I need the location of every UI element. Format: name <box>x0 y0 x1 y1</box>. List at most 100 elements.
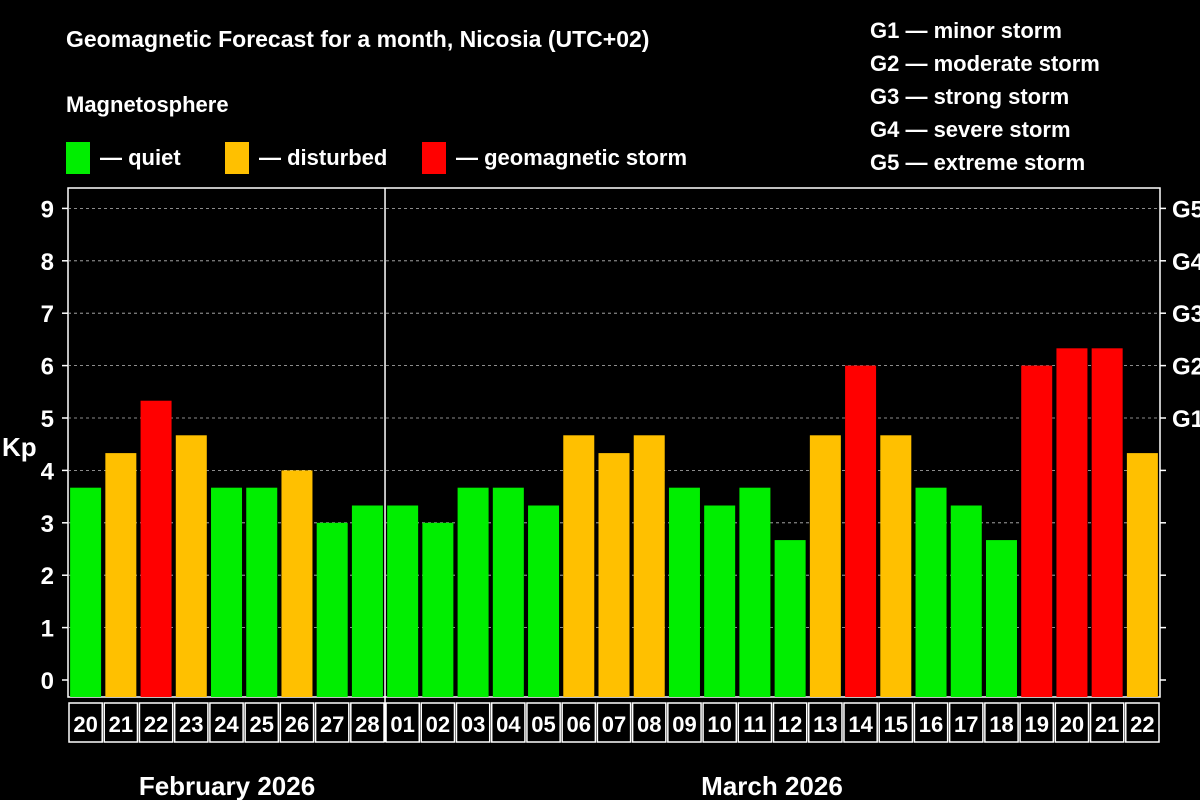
bar-06 <box>563 435 595 697</box>
legend-swatch-quiet <box>66 142 90 174</box>
bar-14 <box>845 365 877 697</box>
bar-16 <box>915 487 947 697</box>
x-tick-label: 14 <box>848 712 873 737</box>
date-box <box>279 702 315 743</box>
x-tick-label: 18 <box>989 712 1013 737</box>
date-box <box>807 702 843 743</box>
date-box <box>455 702 491 743</box>
legend-swatch-storm <box>422 142 446 174</box>
bar-05 <box>528 505 560 697</box>
y-tick-label: 0 <box>41 668 54 695</box>
date-box <box>667 702 702 743</box>
date-box <box>1019 702 1055 743</box>
date-box <box>596 702 632 743</box>
date-box <box>420 702 456 743</box>
x-tick-label: 21 <box>109 712 133 737</box>
bar-15 <box>880 435 912 697</box>
g-scale-g2: G2 — moderate storm <box>870 51 1100 76</box>
bar-10 <box>704 505 736 697</box>
g-scale-g3: G3 — strong storm <box>870 84 1070 109</box>
date-box <box>526 702 561 743</box>
date-box <box>314 702 350 743</box>
bar-11 <box>739 487 771 697</box>
date-box <box>702 702 738 743</box>
date-box <box>385 702 421 743</box>
date-box <box>878 702 914 743</box>
g-scale-legend: G1 — minor storm G2 — moderate storm G3 … <box>870 17 1100 182</box>
bar-20 <box>1056 348 1088 697</box>
g-scale-g4: G4 — severe storm <box>870 117 1071 142</box>
date-box <box>772 702 808 743</box>
y-tick-label: 7 <box>41 301 54 328</box>
x-tick-label: 22 <box>1130 712 1154 737</box>
x-tick-label: 23 <box>179 712 203 737</box>
bar-07 <box>598 453 630 697</box>
legend-label-disturbed: — disturbed <box>259 145 388 170</box>
right-axis-label: G2 <box>1172 354 1200 381</box>
g-scale-g5: G5 — extreme storm <box>870 150 1086 175</box>
legend-item-storm: — geomagnetic storm <box>422 142 687 174</box>
bar-04 <box>492 487 524 697</box>
date-box <box>209 702 244 743</box>
x-tick-label: 05 <box>531 712 555 737</box>
x-tick-label: 17 <box>954 712 978 737</box>
x-tick-label: 02 <box>426 712 450 737</box>
x-tick-label: 10 <box>707 712 731 737</box>
date-box <box>490 702 526 743</box>
bar-22 <box>140 400 172 697</box>
y-tick-label: 4 <box>41 458 55 485</box>
date-box <box>103 702 139 743</box>
y-tick-label: 3 <box>41 511 54 538</box>
bar-13 <box>809 435 841 697</box>
date-box <box>138 702 174 743</box>
date-box <box>244 702 280 743</box>
date-box <box>173 702 209 743</box>
month-label: March 2026 <box>701 771 843 800</box>
month-label: February 2026 <box>139 771 315 800</box>
right-axis-label: G4 <box>1172 249 1200 276</box>
bar-28 <box>351 505 383 697</box>
bar-12 <box>774 540 806 697</box>
x-tick-label: 20 <box>73 712 97 737</box>
x-tick-label: 22 <box>144 712 168 737</box>
x-tick-label: 07 <box>602 712 626 737</box>
bar-08 <box>633 435 665 697</box>
bar-21 <box>105 453 137 697</box>
x-tick-label: 27 <box>320 712 344 737</box>
date-box <box>68 702 103 743</box>
date-box <box>561 702 597 743</box>
bar-18 <box>985 540 1017 697</box>
bar-22 <box>1126 453 1158 697</box>
date-box <box>631 702 667 743</box>
bar-25 <box>246 487 278 697</box>
bar-27 <box>316 522 348 697</box>
bar-26 <box>281 470 313 697</box>
y-tick-label: 8 <box>41 249 54 276</box>
x-tick-label: 06 <box>567 712 591 737</box>
date-box <box>913 702 949 743</box>
bar-09 <box>668 487 700 697</box>
date-box <box>1089 702 1125 743</box>
x-tick-label: 04 <box>496 712 521 737</box>
x-tick-label: 03 <box>461 712 485 737</box>
y-tick-label: 2 <box>41 563 54 590</box>
legend-label-storm: — geomagnetic storm <box>456 145 688 170</box>
date-box <box>350 702 385 743</box>
bar-24 <box>211 487 243 697</box>
y-tick-label: 1 <box>41 616 54 643</box>
x-tick-label: 11 <box>743 712 766 737</box>
legend-swatch-disturbed <box>225 142 249 174</box>
bar-23 <box>175 435 207 697</box>
bar-20 <box>70 487 102 697</box>
y-axis-label: Kp <box>2 432 37 462</box>
bar-02 <box>422 522 454 697</box>
x-tick-label: 01 <box>390 712 414 737</box>
y-tick-label: 6 <box>41 354 54 381</box>
y-tick-label: 9 <box>41 196 54 223</box>
date-box <box>843 702 878 743</box>
x-tick-label: 21 <box>1095 712 1119 737</box>
x-tick-label: 15 <box>884 712 908 737</box>
x-tick-label: 12 <box>778 712 802 737</box>
bar-19 <box>1021 365 1053 697</box>
